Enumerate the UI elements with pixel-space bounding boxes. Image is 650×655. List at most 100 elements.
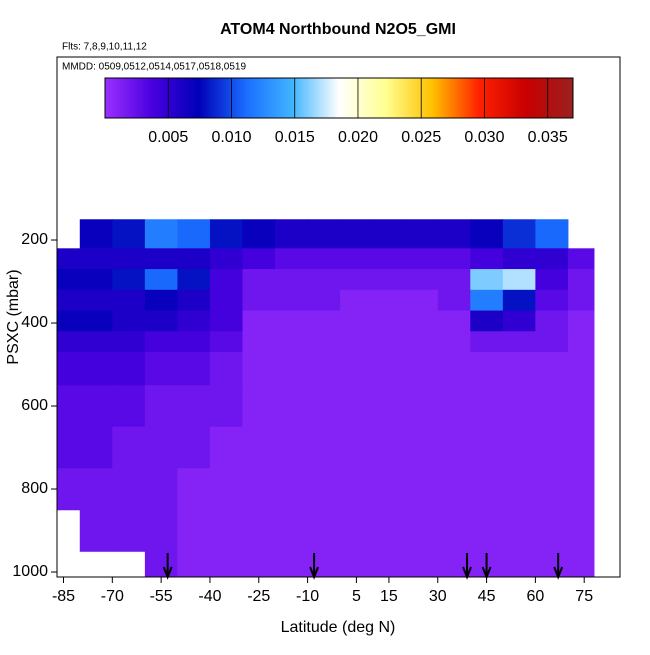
- heatmap-cell: [209, 426, 243, 469]
- heatmap-cell: [275, 219, 309, 249]
- heatmap-cell: [405, 385, 439, 428]
- heatmap-cell: [177, 468, 211, 511]
- heatmap-cell: [405, 219, 439, 249]
- heatmap-cell: [567, 509, 595, 552]
- heatmap-cell: [112, 248, 146, 270]
- heatmap-cell: [275, 426, 309, 469]
- heatmap-cell: [535, 426, 569, 469]
- heatmap-cell: [470, 426, 504, 469]
- heatmap-cell: [567, 269, 595, 291]
- heatmap-cell: [470, 509, 504, 552]
- heatmap-cell: [57, 352, 81, 386]
- heatmap-cell: [502, 426, 536, 469]
- heatmap-cell: [242, 310, 276, 332]
- x-tick-label: 30: [429, 588, 447, 605]
- heatmap-cell: [372, 310, 406, 332]
- colorbar-tick-label: 0.010: [211, 129, 251, 146]
- heatmap-cell: [242, 289, 276, 312]
- heatmap-cell: [144, 426, 178, 469]
- heatmap-cell: [502, 352, 536, 386]
- heatmap-cell: [242, 219, 276, 249]
- heatmap-cell: [502, 509, 536, 552]
- heatmap-cell: [340, 269, 374, 291]
- heatmap-cell: [470, 468, 504, 511]
- heatmap-cell: [470, 219, 504, 249]
- heatmap-cell: [177, 551, 211, 578]
- heatmap-cell: [79, 248, 113, 270]
- note: MMDD: 0509,0512,0514,0517,0518,0519: [62, 62, 246, 73]
- heatmap-cell: [144, 289, 178, 312]
- heatmap-cell: [209, 385, 243, 428]
- heatmap-cell: [144, 468, 178, 511]
- heatmap-cell: [112, 509, 146, 552]
- x-tick-label: 5: [352, 588, 361, 605]
- heatmap-cell: [177, 310, 211, 332]
- heatmap-cell: [535, 331, 569, 353]
- heatmap-cell: [567, 385, 595, 428]
- heatmap-cell: [275, 551, 309, 578]
- heatmap-cell: [340, 352, 374, 386]
- heatmap-cell: [177, 331, 211, 353]
- heatmap-cell: [144, 551, 178, 578]
- heatmap-cell: [79, 269, 113, 291]
- heatmap-cell: [57, 248, 81, 270]
- heatmap-cell: [242, 509, 276, 552]
- colorbar-tick-label: 0.035: [528, 129, 568, 146]
- heatmap-cell: [275, 248, 309, 270]
- flight-marker: [481, 553, 492, 580]
- heatmap-cell: [177, 509, 211, 552]
- x-tick-label: 15: [380, 588, 398, 605]
- heatmap-cell: [405, 551, 439, 578]
- heatmap-cell: [209, 289, 243, 312]
- heatmap-cell: [470, 248, 504, 270]
- heatmap-cell: [567, 248, 595, 270]
- heatmap-cell: [57, 269, 81, 291]
- heatmap-cell: [177, 385, 211, 428]
- heatmap-cell: [535, 352, 569, 386]
- x-tick-label: -55: [150, 588, 173, 605]
- heatmap-cell: [209, 310, 243, 332]
- heatmap-cell: [242, 269, 276, 291]
- heatmap-cell: [275, 269, 309, 291]
- heatmap-cell: [307, 385, 341, 428]
- heatmap-cell: [437, 468, 471, 511]
- heatmap-cell: [502, 331, 536, 353]
- heatmap-cell: [242, 352, 276, 386]
- heatmap-cell: [209, 551, 243, 578]
- heatmap-cell: [242, 248, 276, 270]
- heatmap-cell: [535, 509, 569, 552]
- heatmap-cell: [144, 385, 178, 428]
- heatmap-cell: [177, 426, 211, 469]
- heatmap-cell: [372, 426, 406, 469]
- heatmap-cell: [567, 468, 595, 511]
- y-tick-label: 400: [21, 314, 48, 331]
- heatmap-cell: [535, 468, 569, 511]
- x-tick-label: -25: [247, 588, 270, 605]
- heatmap-cell: [112, 468, 146, 511]
- heatmap-cell: [79, 331, 113, 353]
- heatmap-cell: [79, 289, 113, 312]
- heatmap-cell: [535, 219, 569, 249]
- heatmap-cell: [209, 468, 243, 511]
- heatmap-cell: [79, 509, 113, 552]
- heatmap-cell: [307, 310, 341, 332]
- heatmap-cell: [470, 289, 504, 312]
- x-axis-label: Latitude (deg N): [281, 619, 396, 636]
- heatmap-cell: [275, 310, 309, 332]
- flight-marker-head: [481, 566, 492, 580]
- heatmap-cell: [242, 551, 276, 578]
- heatmap-cell: [535, 310, 569, 332]
- heatmap-cell: [275, 385, 309, 428]
- heatmap-cell: [437, 248, 471, 270]
- heatmap-cell: [57, 289, 81, 312]
- x-tick-label: -70: [101, 588, 124, 605]
- y-tick-label: 200: [21, 231, 48, 248]
- heatmap-cell: [437, 426, 471, 469]
- colorbar-tick-label: 0.020: [338, 129, 378, 146]
- heatmap-cell: [307, 219, 341, 249]
- colorbar: [104, 77, 574, 119]
- heatmap-cell: [502, 310, 536, 332]
- heatmap-cell: [112, 426, 146, 469]
- heatmap-cell: [567, 551, 595, 578]
- x-tick-label: -10: [296, 588, 319, 605]
